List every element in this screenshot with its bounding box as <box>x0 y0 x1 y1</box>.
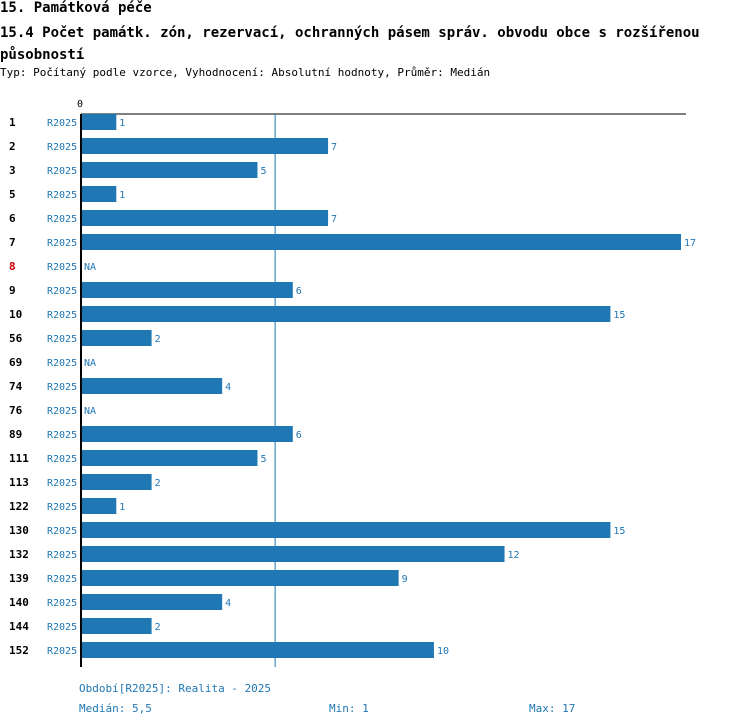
period-label: R2025 <box>47 358 77 369</box>
period-label: R2025 <box>47 238 77 249</box>
bar <box>81 114 117 130</box>
bar <box>81 282 293 298</box>
period-label: R2025 <box>47 214 77 225</box>
category-label: 1 <box>9 116 16 129</box>
bar <box>81 498 117 514</box>
period-label: R2025 <box>47 502 77 513</box>
bar <box>81 642 434 658</box>
na-label: NA <box>84 262 96 273</box>
bar <box>81 306 611 322</box>
bar <box>81 546 505 562</box>
category-label: 122 <box>9 500 29 513</box>
na-label: NA <box>84 406 96 417</box>
period-label: R2025 <box>47 454 77 465</box>
category-label: 111 <box>9 452 29 465</box>
section-title: 15. Památková péče <box>0 0 152 16</box>
bar-value-label: 15 <box>613 310 625 321</box>
period-label: R2025 <box>47 430 77 441</box>
period-label: R2025 <box>47 310 77 321</box>
category-label: 140 <box>9 596 29 609</box>
category-label: 8 <box>9 260 16 273</box>
chart-title: 15.4 Počet památk. zón, rezervací, ochra… <box>0 25 700 63</box>
period-label: R2025 <box>47 262 77 273</box>
bar-value-label: 1 <box>119 502 125 513</box>
footer-max: Max: 17 <box>529 702 576 715</box>
footer-period: Období[R2025]: Realita - 2025 <box>79 682 272 695</box>
bar <box>81 330 152 346</box>
bar-value-label: 9 <box>402 574 408 585</box>
bar <box>81 474 152 490</box>
period-label: R2025 <box>47 118 77 129</box>
bar <box>81 210 329 226</box>
footer-median: Medián: 5,5 <box>79 702 152 715</box>
period-label: R2025 <box>47 526 77 537</box>
period-label: R2025 <box>47 382 77 393</box>
category-label: 10 <box>9 308 22 321</box>
category-label: 89 <box>9 428 22 441</box>
na-label: NA <box>84 358 96 369</box>
bar-value-label: 2 <box>155 334 161 345</box>
category-label: 69 <box>9 356 22 369</box>
x-tick-label: 0 <box>77 99 83 110</box>
bar-value-label: 1 <box>119 190 125 201</box>
bar-value-label: 6 <box>296 286 302 297</box>
bar-value-label: 12 <box>508 550 520 561</box>
period-label: R2025 <box>47 166 77 177</box>
bar-value-label: 2 <box>155 622 161 633</box>
period-label: R2025 <box>47 574 77 585</box>
category-label: 144 <box>9 620 29 633</box>
period-label: R2025 <box>47 142 77 153</box>
bar <box>81 450 258 466</box>
bar-value-label: 4 <box>225 598 231 609</box>
category-label: 6 <box>9 212 16 225</box>
category-label: 9 <box>9 284 16 297</box>
bar-value-label: 1 <box>119 118 125 129</box>
bar <box>81 522 611 538</box>
bar <box>81 570 399 586</box>
chart-subtitle: Typ: Počítaný podle vzorce, Vyhodnocení:… <box>0 66 491 79</box>
bar-value-label: 2 <box>155 478 161 489</box>
bar-value-label: 17 <box>684 238 696 249</box>
period-label: R2025 <box>47 622 77 633</box>
bar-value-label: 5 <box>260 166 266 177</box>
category-label: 130 <box>9 524 29 537</box>
period-label: R2025 <box>47 598 77 609</box>
period-label: R2025 <box>47 478 77 489</box>
bar-value-label: 4 <box>225 382 231 393</box>
bar-value-label: 6 <box>296 430 302 441</box>
bar-value-label: 10 <box>437 646 449 657</box>
bar-chart: 01 R2025 12 R2025 73 R2025 55 R2025 16 R2025 77 R20… <box>9 99 696 667</box>
bar-value-label: 5 <box>260 454 266 465</box>
category-label: 3 <box>9 164 16 177</box>
category-label: 74 <box>9 380 23 393</box>
category-label: 2 <box>9 140 16 153</box>
category-label: 56 <box>9 332 23 345</box>
bar <box>81 162 258 178</box>
bar-value-label: 7 <box>331 142 337 153</box>
bar <box>81 138 329 154</box>
category-label: 5 <box>9 188 16 201</box>
period-label: R2025 <box>47 334 77 345</box>
category-label: 7 <box>9 236 16 249</box>
category-label: 152 <box>9 644 29 657</box>
category-label: 132 <box>9 548 29 561</box>
period-label: R2025 <box>47 190 77 201</box>
bar <box>81 594 223 610</box>
category-label: 113 <box>9 476 29 489</box>
bar-value-label: 7 <box>331 214 337 225</box>
bar <box>81 234 681 250</box>
period-label: R2025 <box>47 286 77 297</box>
bar <box>81 618 152 634</box>
period-label: R2025 <box>47 550 77 561</box>
footer-min: Min: 1 <box>329 702 369 715</box>
bar-value-label: 15 <box>613 526 625 537</box>
category-label: 76 <box>9 404 23 417</box>
bar <box>81 186 117 202</box>
period-label: R2025 <box>47 406 77 417</box>
bar <box>81 426 293 442</box>
category-label: 139 <box>9 572 29 585</box>
period-label: R2025 <box>47 646 77 657</box>
bar <box>81 378 223 394</box>
